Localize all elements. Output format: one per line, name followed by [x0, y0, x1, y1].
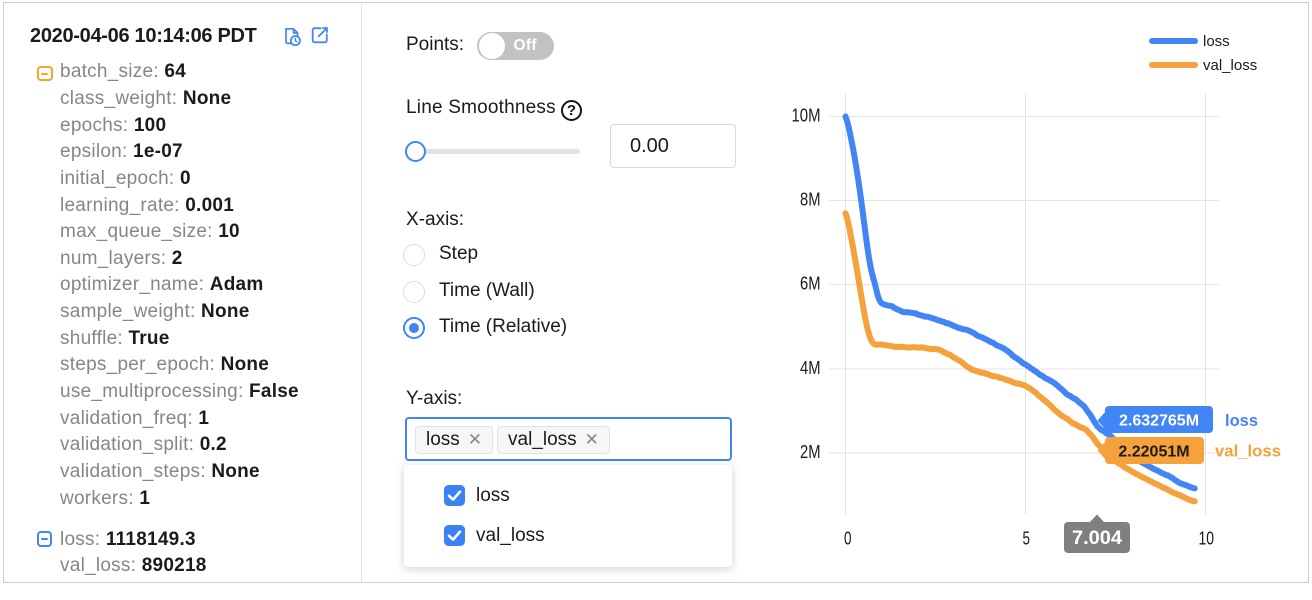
svg-text:8M: 8M: [800, 190, 821, 210]
svg-text:val_loss: val_loss: [1203, 57, 1257, 74]
svg-text:loss: loss: [1225, 411, 1258, 430]
svg-text:7.004: 7.004: [1072, 528, 1122, 549]
svg-text:loss: loss: [1203, 33, 1230, 50]
svg-text:4M: 4M: [800, 358, 821, 378]
svg-text:val_loss: val_loss: [1215, 442, 1281, 461]
svg-text:10M: 10M: [792, 106, 821, 126]
svg-text:2.632765M: 2.632765M: [1119, 413, 1199, 430]
svg-text:6M: 6M: [800, 274, 821, 294]
svg-text:2M: 2M: [800, 442, 821, 462]
svg-text:0: 0: [844, 529, 852, 549]
svg-text:10: 10: [1199, 529, 1215, 549]
svg-text:2.22051M: 2.22051M: [1118, 444, 1189, 461]
svg-text:5: 5: [1023, 529, 1031, 549]
